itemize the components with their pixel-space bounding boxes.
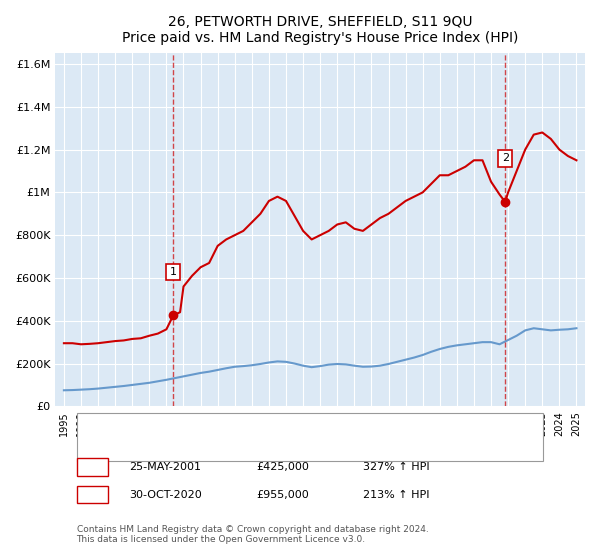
- Text: 1: 1: [170, 267, 177, 277]
- Text: 2: 2: [89, 489, 96, 500]
- Text: HPI: Average price, detached house, Sheffield: HPI: Average price, detached house, Shef…: [124, 439, 363, 449]
- Text: 25-MAY-2001: 25-MAY-2001: [130, 462, 202, 472]
- Text: 213% ↑ HPI: 213% ↑ HPI: [362, 489, 429, 500]
- Title: 26, PETWORTH DRIVE, SHEFFIELD, S11 9QU
Price paid vs. HM Land Registry's House P: 26, PETWORTH DRIVE, SHEFFIELD, S11 9QU P…: [122, 15, 518, 45]
- Text: Contains HM Land Registry data © Crown copyright and database right 2024.
This d: Contains HM Land Registry data © Crown c…: [77, 525, 428, 544]
- FancyBboxPatch shape: [77, 458, 109, 475]
- Text: 2: 2: [502, 153, 509, 164]
- Text: £425,000: £425,000: [257, 462, 310, 472]
- Text: 1: 1: [89, 462, 96, 472]
- Text: 26, PETWORTH DRIVE, SHEFFIELD, S11 9QU (detached house): 26, PETWORTH DRIVE, SHEFFIELD, S11 9QU (…: [124, 420, 446, 430]
- FancyBboxPatch shape: [77, 486, 109, 503]
- Text: 30-OCT-2020: 30-OCT-2020: [130, 489, 202, 500]
- Text: 327% ↑ HPI: 327% ↑ HPI: [362, 462, 429, 472]
- FancyBboxPatch shape: [77, 413, 542, 460]
- Text: £955,000: £955,000: [257, 489, 310, 500]
